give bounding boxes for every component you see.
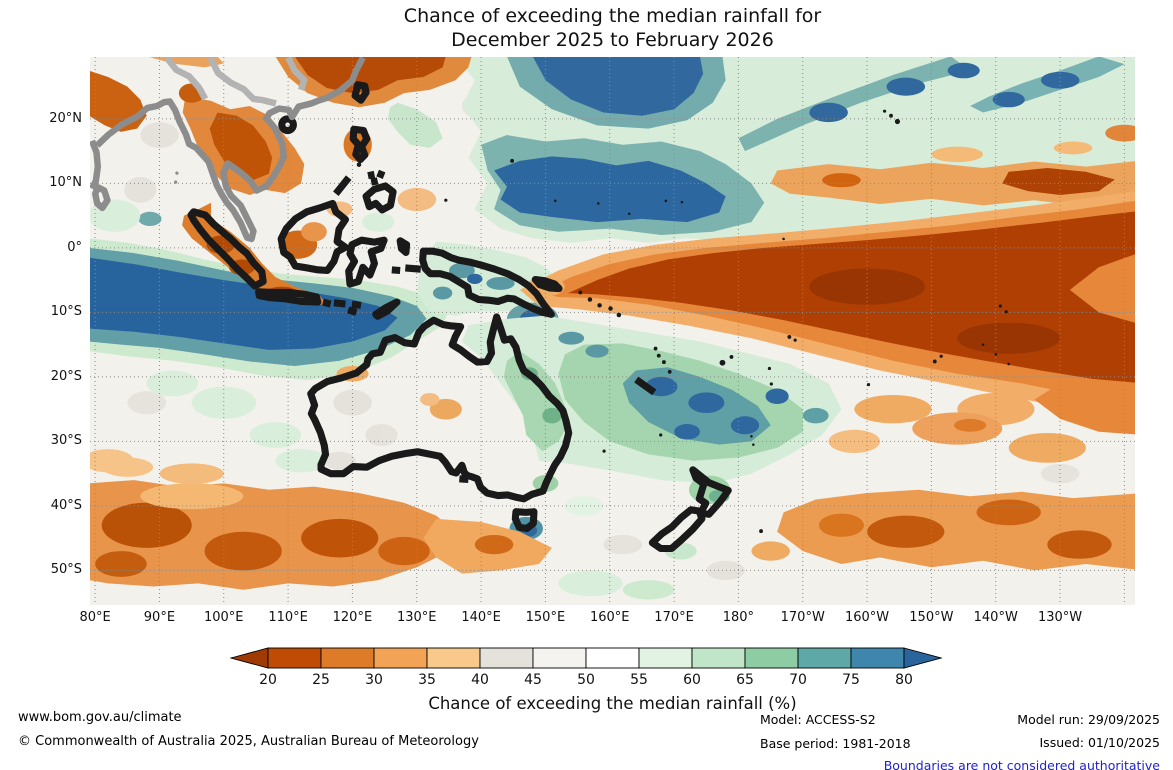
colorbar-tick-label: 55 — [630, 672, 648, 688]
colorbar-segment — [691, 647, 746, 669]
footer-left: www.bom.gov.au/climate © Commonwealth of… — [18, 706, 479, 754]
lon-tick-label: 170°W — [780, 610, 825, 625]
model-name: Model: ACCESS-S2 — [760, 712, 876, 727]
grid-lines — [90, 57, 1135, 605]
lat-tick-label: 40°S — [50, 497, 82, 513]
neutral-speckles — [124, 93, 1080, 581]
lat-tick-label: 30°S — [50, 433, 82, 449]
boundaries-disclaimer: Boundaries are not considered authoritat… — [883, 758, 1160, 770]
new-guinea-outline — [419, 247, 555, 318]
luzon-outline — [349, 125, 371, 164]
colorbar-segment — [532, 647, 587, 669]
lon-tick-label: 170°E — [654, 610, 694, 625]
lon-tick-label: 150°E — [525, 610, 566, 625]
colorbar-tick-label: 30 — [365, 672, 383, 688]
australia-outline — [307, 313, 573, 503]
java-outline — [255, 288, 322, 306]
colorbar-tick-label: 70 — [789, 672, 807, 688]
latitude-axis-labels: 20°N 10°N 0° 10°S 20°S 30°S 40°S 50°S — [0, 57, 84, 605]
sumatra-outline — [187, 208, 267, 290]
lon-tick-label: 120°E — [332, 610, 373, 625]
lon-tick-label: 90°E — [143, 610, 176, 625]
base-period: Base period: 1981-2018 — [760, 736, 911, 751]
tasmania-outline — [511, 508, 538, 533]
new-zealand-north-island — [689, 466, 732, 518]
lon-tick-label: 160°E — [589, 610, 630, 625]
colorbar-segment — [479, 647, 534, 669]
colorbar-tick-label: 20 — [259, 672, 277, 688]
lat-tick-label: 10°S — [50, 304, 82, 320]
sulawesi-outline — [345, 236, 388, 288]
colorbar-segment — [638, 647, 693, 669]
copyright-notice: © Commonwealth of Australia 2025, Austra… — [18, 734, 479, 749]
colorbar-segment — [585, 647, 640, 669]
colorbar-segment — [850, 647, 905, 669]
coastlines — [187, 81, 1011, 553]
title-line-2: December 2025 to February 2026 — [451, 29, 774, 51]
issued-date: Issued: 01/10/2025 — [1039, 735, 1161, 750]
lon-tick-label: 100°E — [203, 610, 244, 625]
colorbar-tick-label: 80 — [895, 672, 913, 688]
colorbar-left-arrow — [229, 647, 269, 669]
colorbar-segment — [267, 647, 322, 669]
footer-run-info: Model run: 29/09/2025 Issued: 01/10/2025… — [884, 708, 1160, 770]
colorbar-segment — [373, 647, 428, 669]
asia-coastline — [90, 57, 366, 243]
rainfall-probability-map — [90, 57, 1135, 605]
lon-tick-label: 140°E — [461, 610, 501, 625]
lon-tick-label: 140°W — [973, 610, 1018, 625]
longitude-axis-labels: 80°E 90°E 100°E 110°E 120°E 130°E 140°E 150°E 16… — [79, 610, 1135, 630]
lat-tick-label: 10°N — [49, 175, 82, 191]
mindanao-outline — [362, 182, 397, 214]
colorbar-ramp — [229, 647, 943, 669]
colorbar-segment — [744, 647, 799, 669]
map-area — [90, 57, 1135, 605]
colorbar-tick-label: 25 — [312, 672, 330, 688]
lon-tick-label: 110°E — [268, 610, 308, 625]
lat-tick-label: 50°S — [50, 562, 82, 578]
model-run-date: Model run: 29/09/2025 — [1017, 712, 1160, 727]
colorbar-right-arrow — [903, 647, 943, 669]
lat-tick-label: 20°N — [49, 110, 82, 126]
footer-model-info: Model: ACCESS-S2 Base period: 1981-2018 — [760, 708, 911, 756]
colorbar-segment — [797, 647, 852, 669]
lon-tick-label: 160°W — [844, 610, 890, 625]
colorbar-segment — [320, 647, 375, 669]
lon-tick-label: 150°W — [909, 610, 954, 625]
colorbar-caption: Chance of exceeding the median rainfall … — [428, 694, 797, 713]
colorbar-tick-labels: 20 25 30 35 40 45 50 55 60 65 70 75 80 — [230, 672, 942, 690]
colorbar-tick-label: 40 — [471, 672, 489, 688]
lon-tick-label: 130°W — [1037, 610, 1083, 625]
lat-tick-label: 0° — [67, 239, 82, 255]
borneo-outline — [277, 199, 350, 275]
chart-title: Chance of exceeding the median rainfall … — [90, 4, 1135, 52]
colorbar-tick-label: 60 — [683, 672, 701, 688]
taiwan-outline — [351, 81, 370, 104]
colorbar: 20 25 30 35 40 45 50 55 60 65 70 75 80 — [229, 647, 943, 693]
colorbar-tick-label: 50 — [577, 672, 595, 688]
colorbar-tick-label: 65 — [736, 672, 754, 688]
bom-website-url: www.bom.gov.au/climate — [18, 710, 182, 725]
small-islands — [356, 109, 1011, 534]
colorbar-tick-label: 75 — [842, 672, 860, 688]
colorbar-tick-label: 35 — [418, 672, 436, 688]
new-zealand-south-island — [648, 506, 706, 553]
lon-tick-label: 180° — [722, 610, 755, 625]
title-line-1: Chance of exceeding the median rainfall … — [403, 5, 822, 27]
lat-tick-label: 20°S — [50, 368, 82, 384]
colorbar-tick-label: 45 — [524, 672, 542, 688]
lon-tick-label: 130°E — [396, 610, 437, 625]
lon-tick-label: 80°E — [79, 610, 111, 625]
colorbar-segment — [426, 647, 481, 669]
